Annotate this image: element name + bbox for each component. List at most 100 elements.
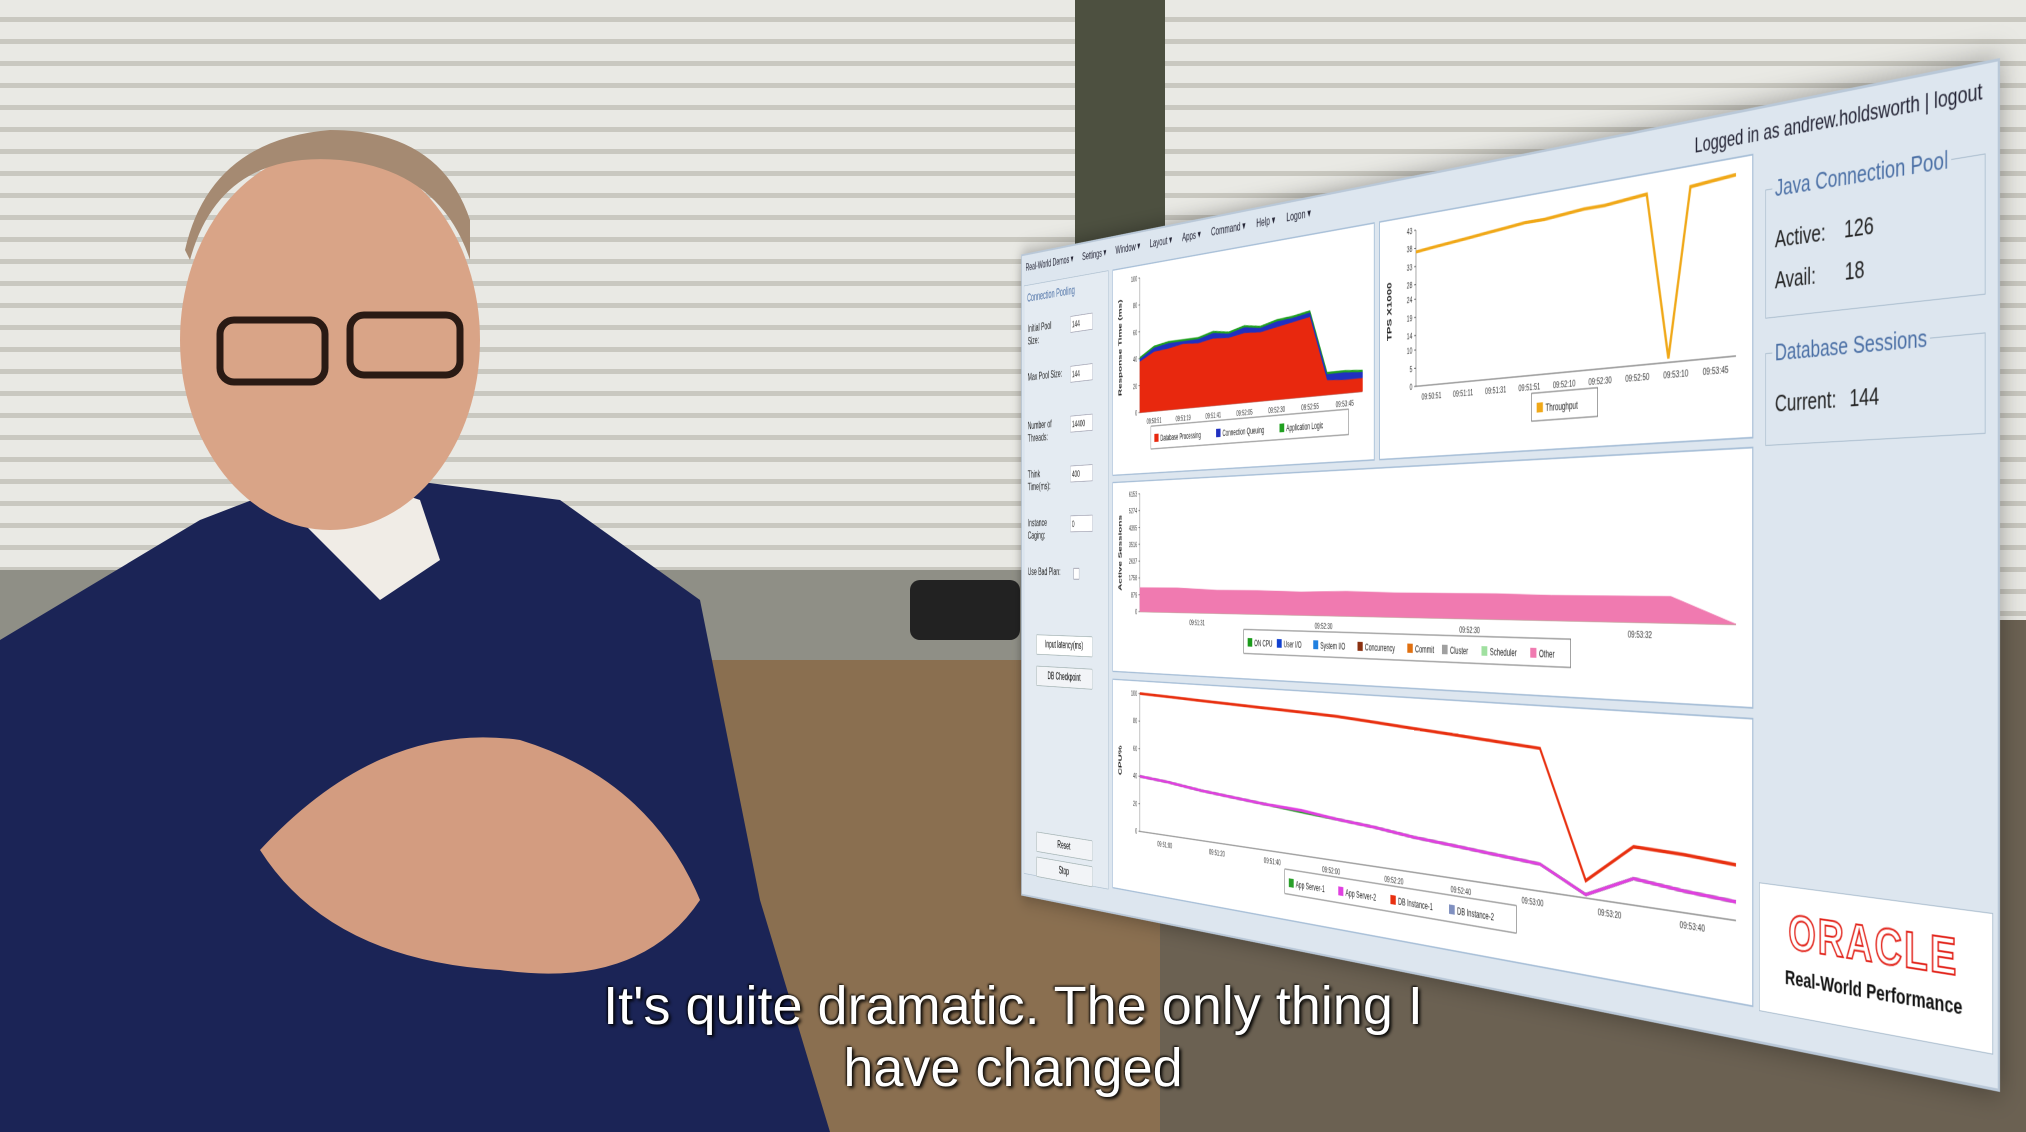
legend-swatch (1154, 433, 1159, 443)
y-tick-label: 80 (1133, 717, 1137, 726)
y-axis-label: Active Sessions (1118, 515, 1124, 591)
legend-swatch (1357, 641, 1363, 652)
y-axis-label: CPU% (1118, 745, 1124, 776)
y-tick-label: 0 (1410, 382, 1413, 392)
y-tick-label: 1758 (1129, 574, 1138, 582)
x-tick-label: 09:51:19 (1176, 413, 1192, 423)
field: Initial Pool Size: 144 (1028, 311, 1106, 348)
hands (260, 737, 700, 974)
y-tick-label: 14 (1407, 331, 1413, 341)
y-tick-label: 4395 (1129, 524, 1138, 532)
menu-item[interactable]: Settings (1082, 246, 1106, 264)
x-tick-label: 09:51:40 (1264, 856, 1281, 868)
legend-label: App Server-1 (1296, 879, 1325, 894)
field: Use Bad Plan: (1028, 565, 1106, 580)
avail-label: Avail: (1774, 261, 1816, 294)
menu-item[interactable]: Layout (1150, 233, 1172, 251)
x-tick-label: 09:52:30 (1459, 625, 1480, 635)
menu-item[interactable]: Command (1211, 219, 1245, 240)
y-tick-label: 2637 (1129, 557, 1138, 565)
pool-title: Java Connection Pool (1772, 144, 1952, 204)
legend-swatch (1481, 646, 1488, 656)
legend-swatch (1288, 878, 1294, 888)
avail-row: Avail: 18 (1775, 255, 1865, 295)
subtitle-line: have changed (843, 1038, 1183, 1098)
sidebar-title: Connection Pooling (1027, 283, 1075, 305)
select[interactable]: Input latency(ms) (1036, 634, 1093, 658)
x-tick-label: 09:53:32 (1628, 629, 1653, 640)
y-tick-label: 40 (1133, 772, 1137, 781)
x-tick-label: 09:53:40 (1680, 919, 1706, 934)
legend-label: Throughput (1545, 399, 1578, 413)
field-input[interactable]: 0 (1070, 514, 1093, 533)
y-tick-label: 0 (1135, 608, 1137, 616)
y-tick-label: 100 (1131, 689, 1137, 698)
field-label: Number of Threads: (1027, 417, 1052, 445)
y-tick-label: 60 (1133, 328, 1137, 337)
legend-swatch (1279, 423, 1285, 433)
menu-item[interactable]: Window (1115, 239, 1140, 257)
x-tick-label: 09:51:00 (1157, 840, 1172, 851)
logout-link[interactable]: logout (1934, 78, 1983, 115)
subtitle-line: It's quite dramatic. The only thing I (603, 976, 1423, 1036)
legend-label: Other (1539, 648, 1555, 660)
legend-label: Commit (1415, 644, 1434, 655)
chart: Response Time (ms) 0 20 40 60 80 100 09:50:51 09… (1118, 275, 1374, 475)
legend-swatch (1216, 428, 1221, 438)
pool-box: Java Connection Pool Active: 126 Avail: … (1765, 144, 1986, 319)
menu-item[interactable]: Help (1256, 213, 1275, 231)
y-tick-label: 19 (1407, 313, 1413, 323)
button[interactable]: Reset (1036, 831, 1093, 862)
y-tick-label: 10 (1407, 346, 1413, 356)
x-tick-label: 09:51:20 (1209, 848, 1225, 859)
field-input[interactable]: 144 (1070, 312, 1093, 333)
legend-label: ON CPU (1254, 638, 1272, 649)
x-tick-label: 09:52:20 (1384, 874, 1403, 887)
y-tick-label: 20 (1133, 382, 1137, 391)
y-tick-label: 5274 (1129, 507, 1138, 516)
field-input[interactable]: 14400 (1070, 413, 1093, 433)
x-tick-label: 09:52:05 (1236, 408, 1253, 418)
legend-swatch (1407, 643, 1413, 653)
field: Instance Caging: 0 (1028, 514, 1106, 542)
legend-label: System I/O (1320, 640, 1345, 651)
legend-label: Connection Queuing (1222, 425, 1264, 438)
window-blinds (0, 0, 1075, 570)
glasses (346, 311, 464, 379)
y-tick-label: 80 (1133, 301, 1137, 310)
glasses (216, 316, 329, 386)
legend-swatch (1530, 647, 1537, 658)
x-tick-label: 09:53:45 (1703, 364, 1729, 377)
checkbox[interactable] (1073, 567, 1080, 580)
field-input[interactable]: 400 (1070, 464, 1093, 483)
chart-panel: Response Time (ms) 0 20 40 60 80 100 09:50:51 09… (1112, 222, 1375, 477)
current-label: Current: (1774, 384, 1837, 418)
current-value: 144 (1849, 381, 1880, 413)
field: Number of Threads: 14400 (1028, 412, 1106, 444)
menu-item[interactable]: Real-World Demos (1026, 252, 1074, 274)
x-tick-label: 09:52:30 (1315, 621, 1333, 631)
field-label: Instance Caging: (1027, 516, 1048, 542)
x-tick-label: 09:52:30 (1268, 405, 1285, 415)
x-tick-label: 09:52:30 (1588, 375, 1612, 388)
y-tick-label: 0 (1135, 409, 1137, 417)
current-row: Current: 144 (1775, 382, 1879, 419)
field-input[interactable]: 144 (1070, 363, 1093, 383)
button[interactable]: DB Checkpoint (1036, 665, 1093, 690)
legend-swatch (1441, 644, 1448, 655)
button[interactable]: Stop (1036, 856, 1093, 888)
right-panel: Java Connection Pool Active: 126 Avail: … (1759, 132, 1994, 1055)
head (180, 150, 480, 530)
legend-swatch (1449, 904, 1455, 915)
legend-label: Scheduler (1490, 646, 1517, 658)
menu-item[interactable]: Logon (1286, 206, 1311, 225)
y-tick-label: 28 (1407, 281, 1413, 291)
x-tick-label: 09:51:11 (1453, 388, 1473, 400)
active-row: Active: 126 (1775, 211, 1874, 254)
y-tick-label: 43 (1407, 226, 1413, 237)
dashboard: Real-World Demos Settings Window Layout Apps… (1021, 58, 2000, 1092)
y-tick-label: 40 (1133, 355, 1137, 364)
x-tick-label: 09:52:55 (1301, 402, 1319, 413)
legend-label: Database Processing (1160, 430, 1201, 443)
menu-item[interactable]: Apps (1182, 227, 1201, 244)
